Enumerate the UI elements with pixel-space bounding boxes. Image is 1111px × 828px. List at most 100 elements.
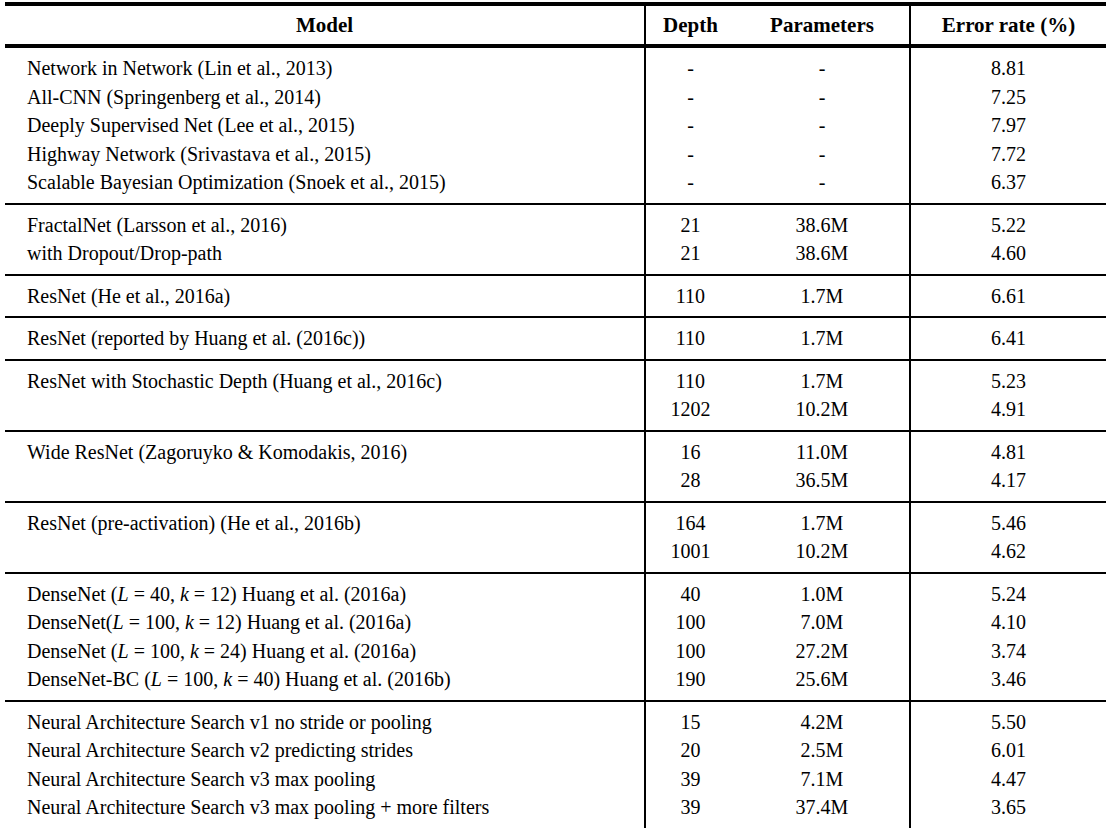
table-section-7: ResNet (pre-activation) (He et al., 2016… xyxy=(5,502,1106,573)
model-cell xyxy=(5,537,645,573)
column-header-model: Model xyxy=(5,4,645,46)
table-header: Model Depth Parameters Error rate (%) xyxy=(5,4,1106,46)
depth-cell: 100 xyxy=(645,608,735,637)
error-rate-cell: 6.61 xyxy=(910,275,1106,318)
parameters-cell: - xyxy=(735,111,910,140)
table-section-2: FractalNet (Larsson et al., 2016)2138.6M… xyxy=(5,204,1106,275)
model-cell: All-CNN (Springenberg et al., 2014) xyxy=(5,83,645,112)
table-row: Neural Architecture Search v3 max poolin… xyxy=(5,793,1106,828)
parameters-cell: 1.7M xyxy=(735,502,910,538)
depth-cell: 21 xyxy=(645,204,735,240)
model-cell: DenseNet (L = 100, k = 24) Huang et al. … xyxy=(5,637,645,666)
table-row: ResNet (He et al., 2016a)1101.7M6.61 xyxy=(5,275,1106,318)
error-rate-cell: 5.23 xyxy=(910,360,1106,396)
parameters-cell: 1.7M xyxy=(735,275,910,318)
depth-cell: 164 xyxy=(645,502,735,538)
error-rate-cell: 6.41 xyxy=(910,317,1106,360)
paper-table-page: Model Depth Parameters Error rate (%) Ne… xyxy=(0,2,1111,828)
parameters-cell: 1.7M xyxy=(735,317,910,360)
error-rate-cell: 8.81 xyxy=(910,46,1106,83)
error-rate-cell: 4.10 xyxy=(910,608,1106,637)
table-row: FractalNet (Larsson et al., 2016)2138.6M… xyxy=(5,204,1106,240)
header-row: Model Depth Parameters Error rate (%) xyxy=(5,4,1106,46)
parameters-cell: 1.7M xyxy=(735,360,910,396)
depth-cell: 1001 xyxy=(645,537,735,573)
model-cell: DenseNet (L = 40, k = 12) Huang et al. (… xyxy=(5,573,645,609)
model-cell: Wide ResNet (Zagoruyko & Komodakis, 2016… xyxy=(5,431,645,467)
table-row: Neural Architecture Search v1 no stride … xyxy=(5,701,1106,737)
depth-cell: 39 xyxy=(645,793,735,828)
parameters-cell: 27.2M xyxy=(735,637,910,666)
error-rate-cell: 4.60 xyxy=(910,239,1106,275)
error-rate-cell: 6.01 xyxy=(910,736,1106,765)
depth-cell: - xyxy=(645,111,735,140)
model-cell: ResNet (He et al., 2016a) xyxy=(5,275,645,318)
depth-cell: 110 xyxy=(645,275,735,318)
depth-cell: - xyxy=(645,83,735,112)
model-cell: ResNet with Stochastic Depth (Huang et a… xyxy=(5,360,645,396)
model-cell: Neural Architecture Search v1 no stride … xyxy=(5,701,645,737)
table-row: ResNet with Stochastic Depth (Huang et a… xyxy=(5,360,1106,396)
table-row: Neural Architecture Search v3 max poolin… xyxy=(5,765,1106,794)
table-row: 120210.2M4.91 xyxy=(5,395,1106,431)
column-header-error-rate: Error rate (%) xyxy=(910,4,1106,46)
parameters-cell: 7.1M xyxy=(735,765,910,794)
parameters-cell: 7.0M xyxy=(735,608,910,637)
model-cell: Neural Architecture Search v3 max poolin… xyxy=(5,793,645,828)
error-rate-cell: 5.22 xyxy=(910,204,1106,240)
parameters-cell: - xyxy=(735,168,910,204)
table-section-8: DenseNet (L = 40, k = 12) Huang et al. (… xyxy=(5,573,1106,701)
model-cell xyxy=(5,466,645,502)
table-row: Neural Architecture Search v2 predicting… xyxy=(5,736,1106,765)
table-row: Network in Network (Lin et al., 2013)--8… xyxy=(5,46,1106,83)
error-rate-cell: 4.47 xyxy=(910,765,1106,794)
depth-cell: 39 xyxy=(645,765,735,794)
depth-cell: 28 xyxy=(645,466,735,502)
error-rate-cell: 4.17 xyxy=(910,466,1106,502)
depth-cell: 15 xyxy=(645,701,735,737)
parameters-cell: 36.5M xyxy=(735,466,910,502)
table-section-4: ResNet (reported by Huang et al. (2016c)… xyxy=(5,317,1106,360)
parameters-cell: 2.5M xyxy=(735,736,910,765)
parameters-cell: 10.2M xyxy=(735,537,910,573)
model-cell: Neural Architecture Search v3 max poolin… xyxy=(5,765,645,794)
model-cell: Highway Network (Srivastava et al., 2015… xyxy=(5,140,645,169)
parameters-cell: - xyxy=(735,83,910,112)
table-row: DenseNet (L = 100, k = 24) Huang et al. … xyxy=(5,637,1106,666)
parameters-cell: - xyxy=(735,140,910,169)
model-cell xyxy=(5,395,645,431)
parameters-cell: 11.0M xyxy=(735,431,910,467)
depth-cell: - xyxy=(645,168,735,204)
table-row: DenseNet (L = 40, k = 12) Huang et al. (… xyxy=(5,573,1106,609)
parameters-cell: - xyxy=(735,46,910,83)
depth-cell: - xyxy=(645,46,735,83)
error-rate-cell: 3.46 xyxy=(910,665,1106,701)
parameters-cell: 1.0M xyxy=(735,573,910,609)
depth-cell: 190 xyxy=(645,665,735,701)
model-comparison-table: Model Depth Parameters Error rate (%) Ne… xyxy=(5,2,1106,828)
table-row: ResNet (reported by Huang et al. (2016c)… xyxy=(5,317,1106,360)
depth-cell: 110 xyxy=(645,317,735,360)
parameters-cell: 10.2M xyxy=(735,395,910,431)
model-cell: Scalable Bayesian Optimization (Snoek et… xyxy=(5,168,645,204)
error-rate-cell: 3.65 xyxy=(910,793,1106,828)
table-section-9: Neural Architecture Search v1 no stride … xyxy=(5,701,1106,828)
model-cell: DenseNet-BC (L = 100, k = 40) Huang et a… xyxy=(5,665,645,701)
depth-cell: - xyxy=(645,140,735,169)
table-row: 100110.2M4.62 xyxy=(5,537,1106,573)
table-row: Scalable Bayesian Optimization (Snoek et… xyxy=(5,168,1106,204)
column-header-parameters: Parameters xyxy=(735,4,910,46)
depth-cell: 100 xyxy=(645,637,735,666)
error-rate-cell: 6.37 xyxy=(910,168,1106,204)
depth-cell: 110 xyxy=(645,360,735,396)
table-row: All-CNN (Springenberg et al., 2014)--7.2… xyxy=(5,83,1106,112)
error-rate-cell: 7.97 xyxy=(910,111,1106,140)
error-rate-cell: 5.24 xyxy=(910,573,1106,609)
parameters-cell: 37.4M xyxy=(735,793,910,828)
model-cell: Network in Network (Lin et al., 2013) xyxy=(5,46,645,83)
model-cell: ResNet (pre-activation) (He et al., 2016… xyxy=(5,502,645,538)
parameters-cell: 38.6M xyxy=(735,204,910,240)
model-cell: FractalNet (Larsson et al., 2016) xyxy=(5,204,645,240)
parameters-cell: 38.6M xyxy=(735,239,910,275)
model-cell: ResNet (reported by Huang et al. (2016c)… xyxy=(5,317,645,360)
